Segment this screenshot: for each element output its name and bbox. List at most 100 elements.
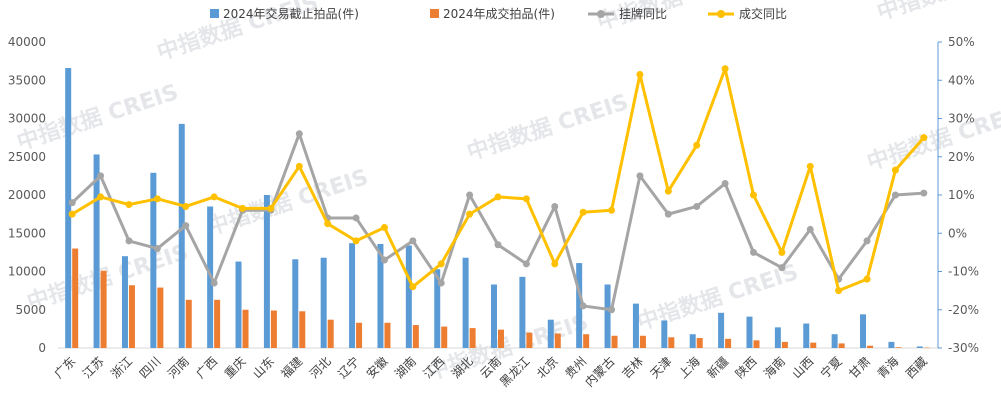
left-tick-label: 20000 — [8, 188, 46, 202]
bar-listed — [65, 68, 72, 348]
bar-sold — [753, 340, 760, 348]
left-tick-label: 0 — [38, 341, 46, 355]
category-label: 山东 — [250, 354, 277, 381]
bar-sold — [696, 338, 703, 348]
left-tick-label: 10000 — [8, 265, 46, 279]
legend-label: 挂牌同比 — [619, 7, 667, 21]
category-label: 北京 — [534, 354, 561, 381]
bar-sold — [441, 326, 448, 348]
point-listed-yoy — [721, 180, 729, 188]
point-listed-yoy — [749, 248, 757, 256]
bar-listed — [632, 303, 639, 348]
bar-sold — [611, 335, 618, 348]
point-listed-yoy — [608, 306, 616, 314]
bar-listed — [292, 259, 299, 348]
point-sold-yoy — [920, 134, 928, 142]
bar-sold — [327, 319, 334, 348]
bar-listed — [916, 346, 923, 348]
bar-listed — [491, 284, 497, 348]
point-listed-yoy — [409, 237, 417, 245]
category-label: 安徽 — [363, 354, 391, 382]
point-sold-yoy — [210, 193, 218, 201]
bar-listed — [803, 323, 810, 348]
bar-listed — [462, 257, 469, 348]
category-label: 重庆 — [222, 354, 249, 381]
watermark-text: 中指数据 CREIS — [874, 0, 1001, 26]
right-tick-label: 40% — [948, 73, 975, 87]
legend: 2024年交易截止拍品(件) 2024年成交拍品(件) 挂牌同比 成交同比 — [210, 6, 787, 21]
bar-sold — [72, 248, 79, 348]
bar-listed — [150, 172, 157, 348]
watermark-text: 中指数据 CREIS — [864, 99, 1001, 176]
category-label: 新疆 — [704, 354, 732, 382]
point-sold-yoy — [182, 202, 190, 210]
point-sold-yoy — [466, 210, 474, 218]
category-label: 广东 — [51, 354, 78, 381]
bar-sold — [725, 338, 732, 348]
point-sold-yoy — [721, 65, 729, 73]
bar-sold — [895, 347, 902, 348]
point-listed-yoy — [636, 172, 644, 180]
point-listed-yoy — [380, 256, 388, 264]
left-tick-label: 40000 — [8, 35, 46, 49]
category-label: 湖南 — [391, 354, 419, 382]
bar-sold — [810, 342, 817, 348]
bar-listed — [661, 320, 668, 348]
bar-listed — [434, 269, 441, 348]
category-label: 陕西 — [732, 354, 760, 382]
left-tick-label: 15000 — [8, 226, 46, 240]
point-sold-yoy — [295, 162, 303, 170]
bar-sold — [554, 333, 561, 348]
bar-listed — [121, 256, 128, 348]
bar-sold — [185, 299, 192, 348]
point-sold-yoy — [664, 187, 672, 195]
point-sold-yoy — [749, 191, 757, 199]
watermark-text: 中指数据 CREIS — [464, 89, 632, 166]
point-sold-yoy — [579, 208, 587, 216]
point-sold-yoy — [863, 275, 871, 283]
legend-marker — [597, 10, 605, 18]
right-tick-label: -30% — [948, 341, 979, 355]
point-sold-yoy — [835, 287, 843, 295]
bar-listed — [860, 314, 867, 348]
bar-listed — [178, 123, 185, 348]
point-sold-yoy — [693, 141, 701, 149]
point-sold-yoy — [494, 193, 502, 201]
point-sold-yoy — [324, 220, 332, 228]
bar-sold — [526, 332, 533, 348]
category-label: 甘肃 — [846, 354, 873, 381]
category-label: 河北 — [307, 354, 334, 381]
category-label: 河南 — [164, 354, 192, 382]
bar-sold — [838, 343, 845, 348]
point-sold-yoy — [778, 248, 786, 256]
bar-sold — [214, 299, 221, 348]
legend-swatch — [210, 9, 219, 18]
right-tick-label: 20% — [948, 150, 975, 164]
point-sold-yoy — [380, 224, 388, 232]
left-tick-label: 30000 — [8, 112, 46, 126]
point-listed-yoy — [153, 245, 161, 253]
category-label: 内蒙古 — [582, 354, 618, 390]
legend-swatch — [430, 9, 439, 18]
bar-listed — [519, 276, 526, 348]
bar-listed — [263, 195, 270, 348]
point-listed-yoy — [693, 202, 701, 210]
point-sold-yoy — [437, 260, 445, 268]
right-tick-label: 30% — [948, 112, 975, 126]
category-label: 西藏 — [903, 354, 930, 381]
bar-listed — [320, 257, 327, 348]
bar-sold — [157, 287, 164, 348]
point-listed-yoy — [437, 279, 445, 287]
bar-sold — [583, 334, 590, 348]
category-label: 辽宁 — [335, 354, 363, 382]
bar-listed — [405, 245, 412, 348]
bar-listed — [349, 243, 356, 348]
bar-sold — [128, 285, 135, 348]
category-label: 吉林 — [619, 354, 646, 381]
point-listed-yoy — [125, 237, 133, 245]
point-sold-yoy — [608, 206, 616, 214]
category-label: 山西 — [789, 354, 816, 381]
right-tick-label: 50% — [948, 35, 975, 49]
category-label: 江苏 — [80, 354, 107, 381]
